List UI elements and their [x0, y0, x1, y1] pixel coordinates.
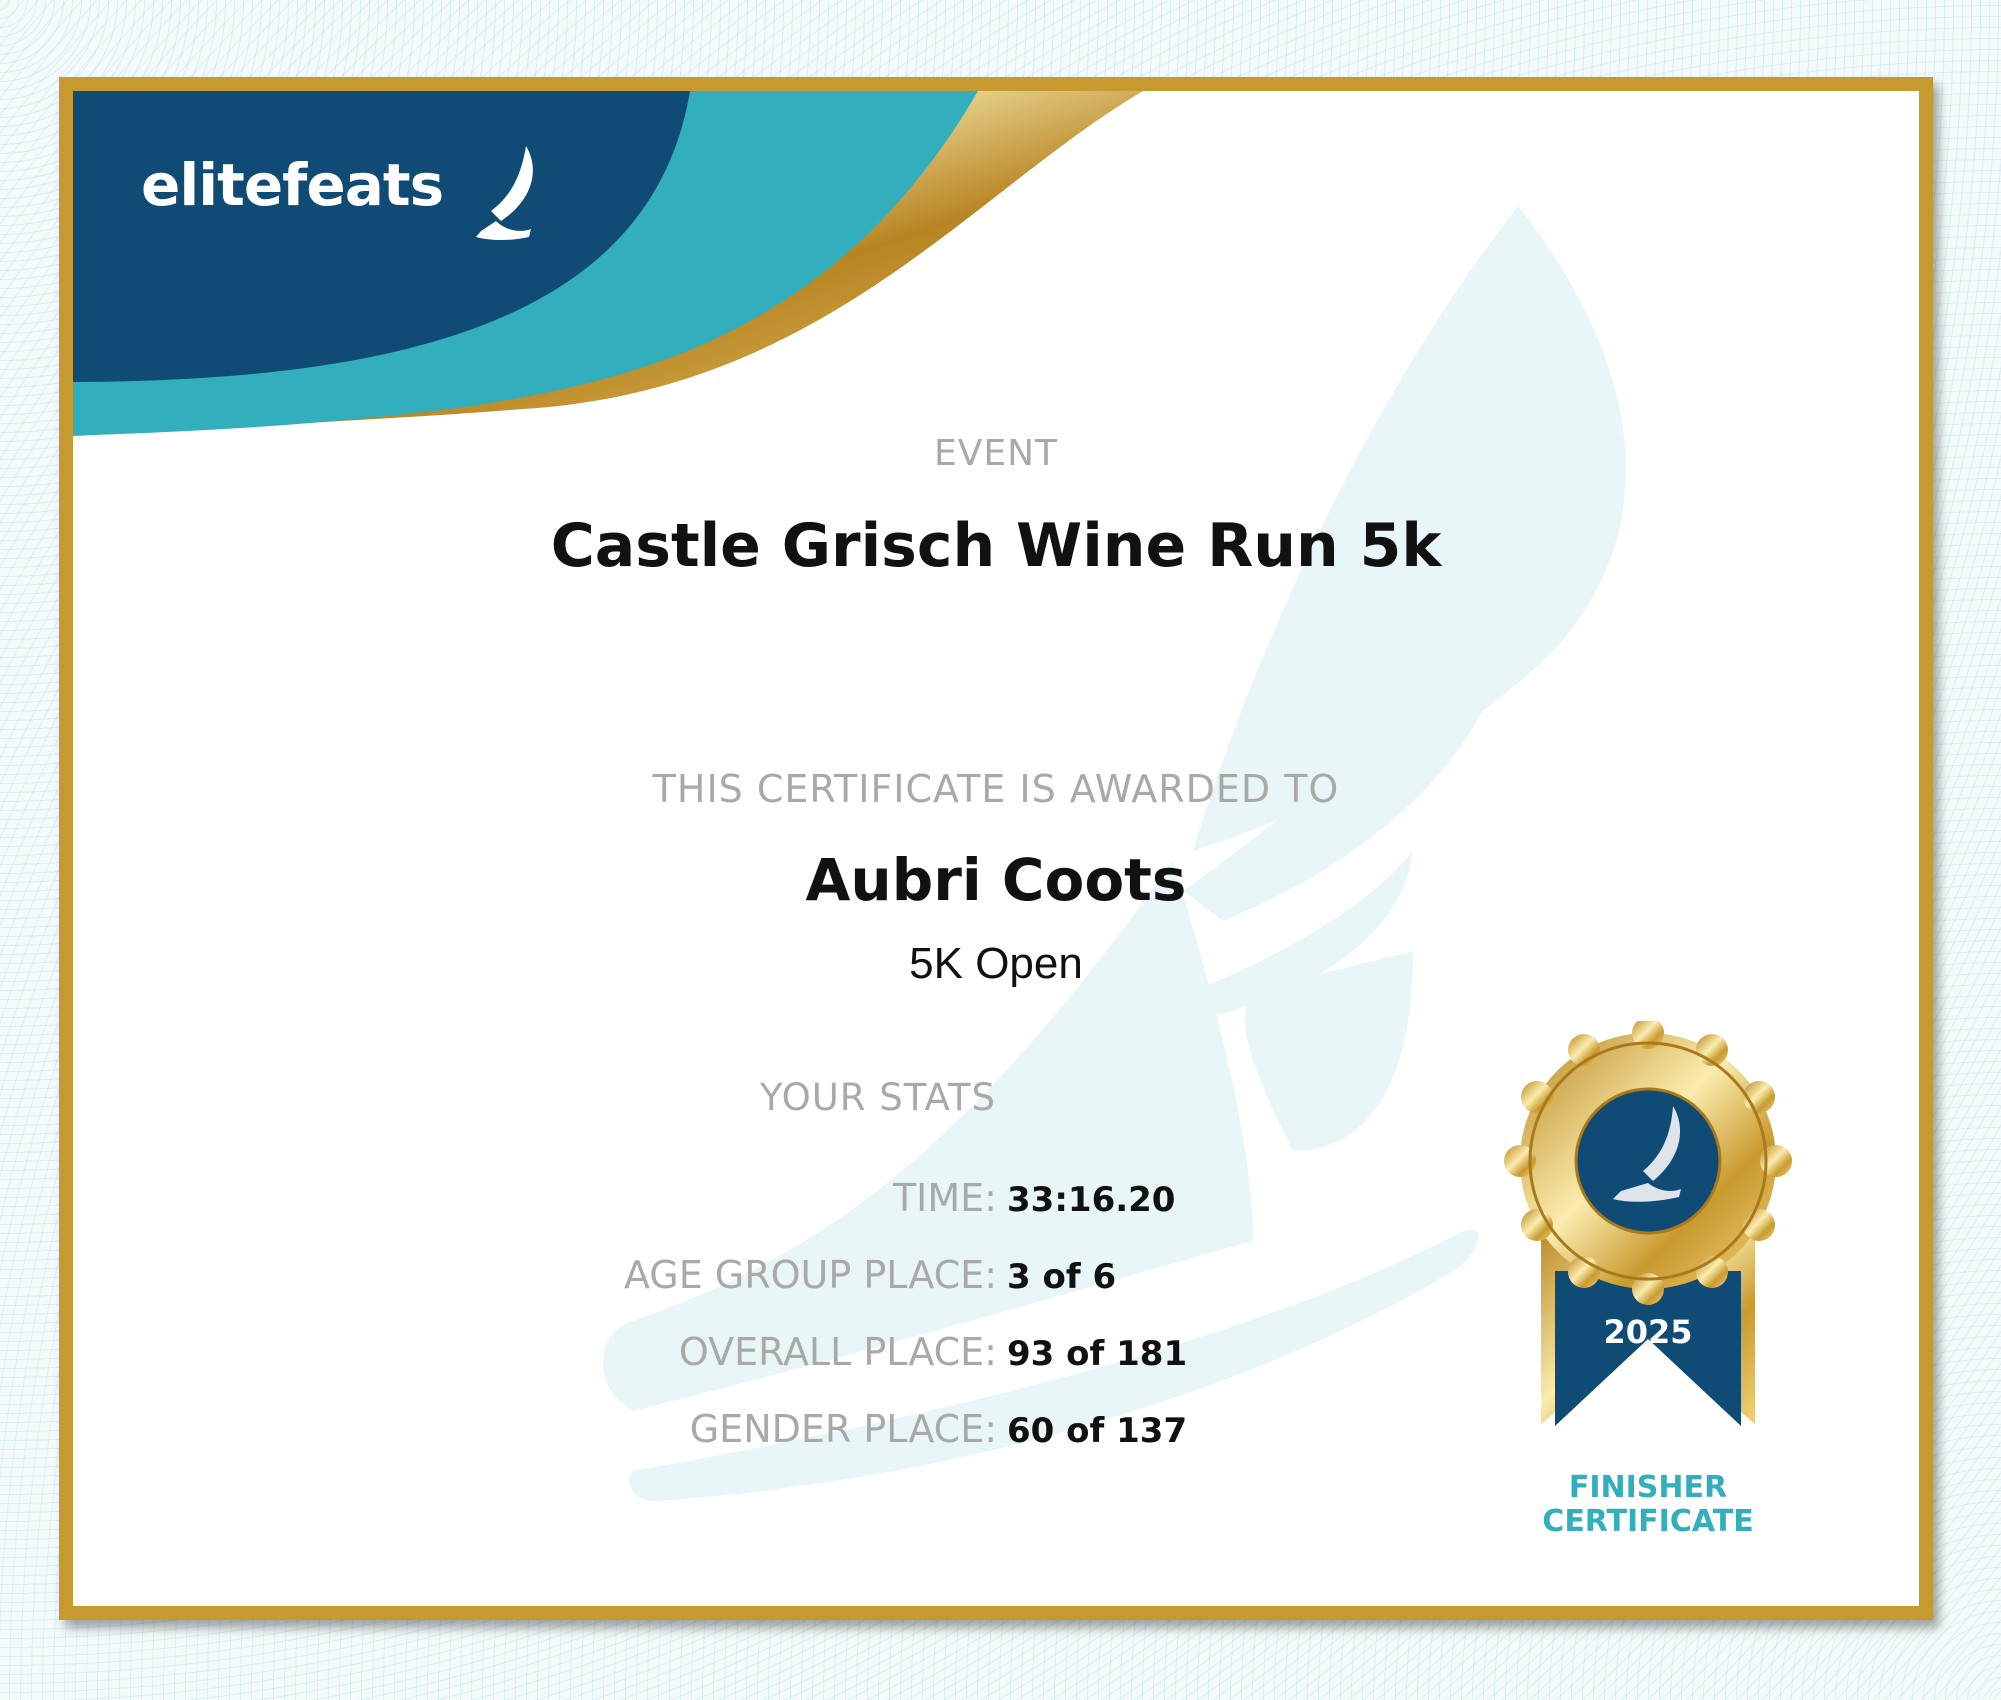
event-name: Castle Grisch Wine Run 5k — [550, 511, 1442, 581]
participant-name: Aubri Coots — [805, 846, 1187, 914]
stat-row-age-group-place: AGE GROUP PLACE: 3 of 6 — [73, 1253, 1919, 1303]
stat-row-overall-place: OVERALL PLACE: 93 of 181 — [73, 1330, 1919, 1380]
stat-label: GENDER PLACE: — [689, 1407, 997, 1451]
elitefeats-logo: elitefeats — [141, 146, 533, 240]
winged-foot-icon — [476, 146, 533, 240]
stat-label: TIME: — [892, 1176, 997, 1220]
badge-line1: FINISHER — [1568, 1470, 1728, 1505]
stat-label: OVERALL PLACE: — [678, 1330, 997, 1374]
event-label: EVENT — [933, 433, 1059, 474]
stat-value: 93 of 181 — [1007, 1334, 1188, 1374]
winged-foot-watermark-icon — [603, 206, 1626, 1501]
finisher-certificate-label: FINISHER CERTIFICATE — [1503, 1471, 1793, 1539]
stat-value: 60 of 137 — [1007, 1411, 1188, 1451]
stat-row-time: TIME: 33:16.20 — [73, 1176, 1919, 1226]
awarded-to-label: THIS CERTIFICATE IS AWARDED TO — [652, 767, 1340, 811]
badge-year: 2025 — [1603, 1313, 1692, 1351]
stats-heading: YOUR STATS — [760, 1076, 996, 1119]
stat-row-gender-place: GENDER PLACE: 60 of 137 — [73, 1407, 1919, 1457]
winged-foot-icon — [1613, 1106, 1681, 1202]
stat-label: AGE GROUP PLACE: — [623, 1253, 997, 1297]
badge-line2: CERTIFICATE — [1542, 1504, 1754, 1539]
stat-value: 33:16.20 — [1007, 1180, 1176, 1220]
header-banner — [73, 91, 1143, 436]
division: 5K Open — [909, 939, 1083, 988]
stat-value: 3 of 6 — [1007, 1257, 1117, 1297]
finisher-medal: 2025 — [1504, 1021, 1792, 1426]
certificate: elitefeats EVENT Castle Grisch Wine Run … — [59, 77, 1933, 1620]
